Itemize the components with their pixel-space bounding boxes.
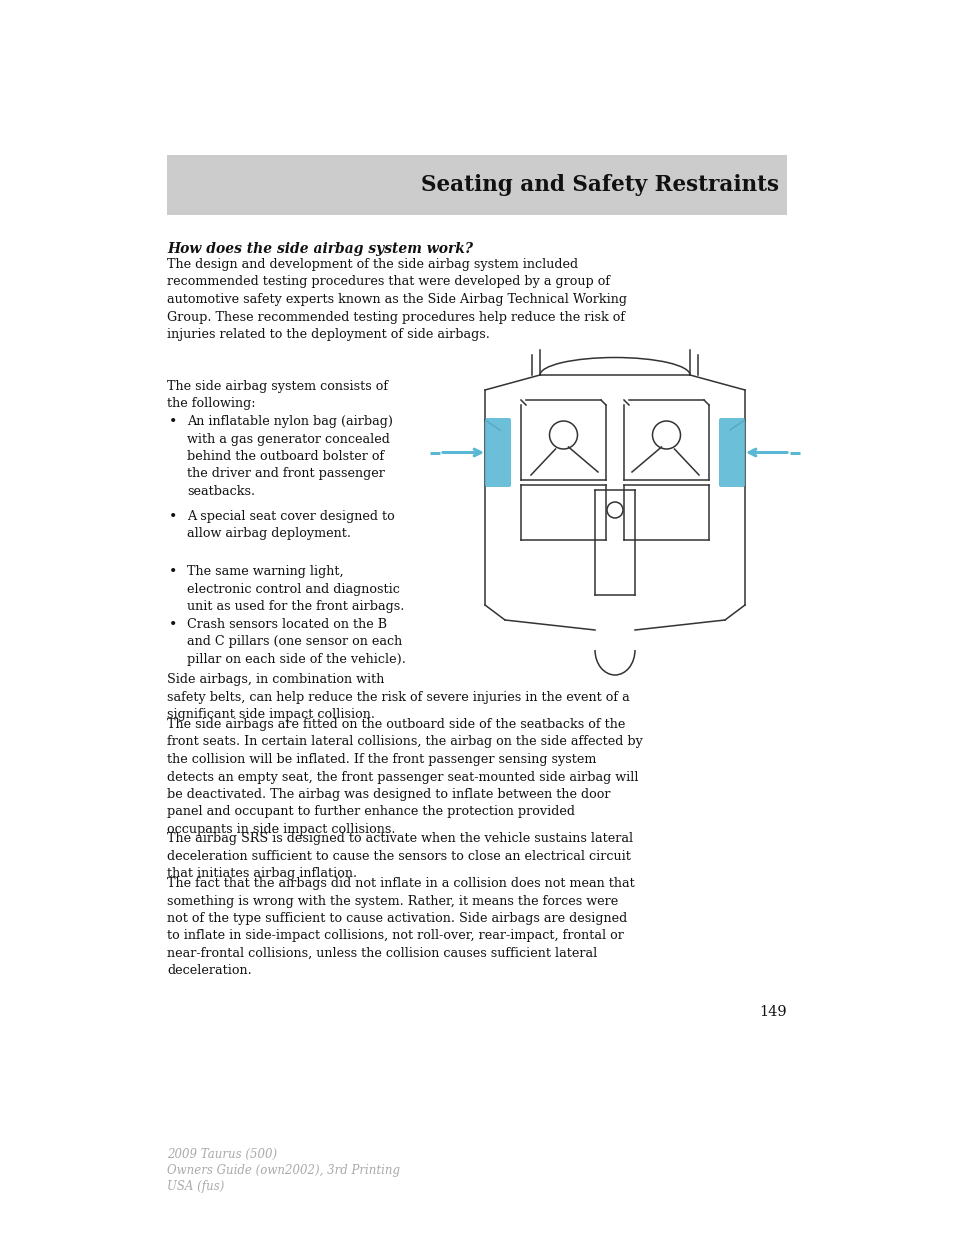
Text: The fact that the airbags did not inflate in a collision does not mean that
some: The fact that the airbags did not inflat…: [167, 877, 634, 977]
Text: Owners Guide (own2002), 3rd Printing: Owners Guide (own2002), 3rd Printing: [167, 1165, 399, 1177]
FancyBboxPatch shape: [484, 417, 511, 487]
Bar: [167, 156, 786, 215]
Text: An inflatable nylon bag (airbag)
with a gas generator concealed
behind the outbo: An inflatable nylon bag (airbag) with a …: [187, 415, 393, 498]
Text: Crash sensors located on the B
and C pillars (one sensor on each
pillar on each : Crash sensors located on the B and C pil…: [187, 618, 405, 666]
Text: •: •: [169, 564, 177, 579]
Text: Seating and Safety Restraints: Seating and Safety Restraints: [420, 174, 779, 196]
Text: 2009 Taurus (500): 2009 Taurus (500): [167, 1149, 276, 1161]
Text: The side airbags are fitted on the outboard side of the seatbacks of the
front s: The side airbags are fitted on the outbo…: [167, 718, 642, 836]
Text: The side airbag system consists of
the following:: The side airbag system consists of the f…: [167, 380, 388, 410]
Text: 149: 149: [759, 1005, 786, 1019]
Text: The airbag SRS is designed to activate when the vehicle sustains lateral
deceler: The airbag SRS is designed to activate w…: [167, 832, 633, 881]
Text: How does the side airbag system work?: How does the side airbag system work?: [167, 242, 473, 256]
Text: •: •: [169, 510, 177, 524]
Text: The same warning light,
electronic control and diagnostic
unit as used for the f: The same warning light, electronic contr…: [187, 564, 404, 613]
Text: •: •: [169, 415, 177, 429]
Text: •: •: [169, 618, 177, 632]
Text: A special seat cover designed to
allow airbag deployment.: A special seat cover designed to allow a…: [187, 510, 395, 541]
FancyBboxPatch shape: [719, 417, 744, 487]
Text: USA (fus): USA (fus): [167, 1179, 224, 1193]
Text: Side airbags, in combination with
safety belts, can help reduce the risk of seve: Side airbags, in combination with safety…: [167, 673, 629, 721]
Text: The design and development of the side airbag system included
recommended testin: The design and development of the side a…: [167, 258, 626, 341]
